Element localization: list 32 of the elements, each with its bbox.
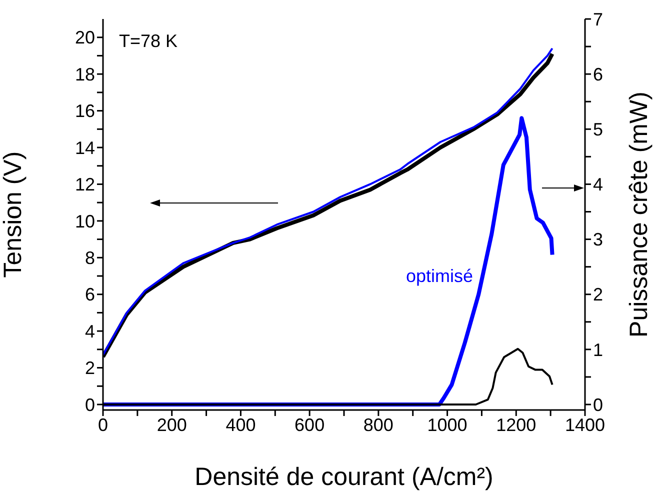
y2-tick-label: 6 <box>593 64 604 84</box>
y2-tick-label: 5 <box>593 120 604 140</box>
x-tick-label: 400 <box>226 414 256 435</box>
x-tick-label: 800 <box>363 414 394 435</box>
x-tick-label: 600 <box>294 414 325 435</box>
y2-axis-title: Puissance crête (mW) <box>624 92 653 338</box>
annotation: optimisé <box>406 266 473 287</box>
y2-tick-label: 3 <box>593 230 604 250</box>
annotation: T=78 K <box>119 31 178 52</box>
y2-tick-label: 0 <box>593 394 604 415</box>
x-tick-label: 0 <box>98 414 108 435</box>
y-tick-label: 0 <box>84 394 95 415</box>
x-axis-title: Densité de courant (A/cm²) <box>194 463 494 491</box>
y-tick-label: 4 <box>84 321 95 342</box>
y2-tick-label: 2 <box>593 284 604 305</box>
y-tick-label: 10 <box>74 211 95 232</box>
x-tick-label: 1400 <box>564 414 606 435</box>
y-tick-label: 2 <box>84 358 95 378</box>
x-tick-label: 200 <box>156 414 187 435</box>
y-tick-label: 12 <box>74 174 95 195</box>
y-axis-title: Tension (V) <box>0 151 27 278</box>
y-tick-label: 16 <box>74 101 95 122</box>
y2-tick-label: 4 <box>593 174 604 195</box>
y-tick-label: 14 <box>74 138 95 158</box>
x-tick-label: 1000 <box>427 414 468 435</box>
y-tick-label: 6 <box>84 284 95 305</box>
x-tick-label: 1200 <box>496 414 536 435</box>
y-tick-label: 20 <box>74 28 95 48</box>
y2-tick-label: 1 <box>593 340 604 360</box>
y-tick-label: 18 <box>74 64 95 84</box>
y-tick-label: 8 <box>84 248 95 268</box>
y2-tick-label: 7 <box>593 9 604 30</box>
